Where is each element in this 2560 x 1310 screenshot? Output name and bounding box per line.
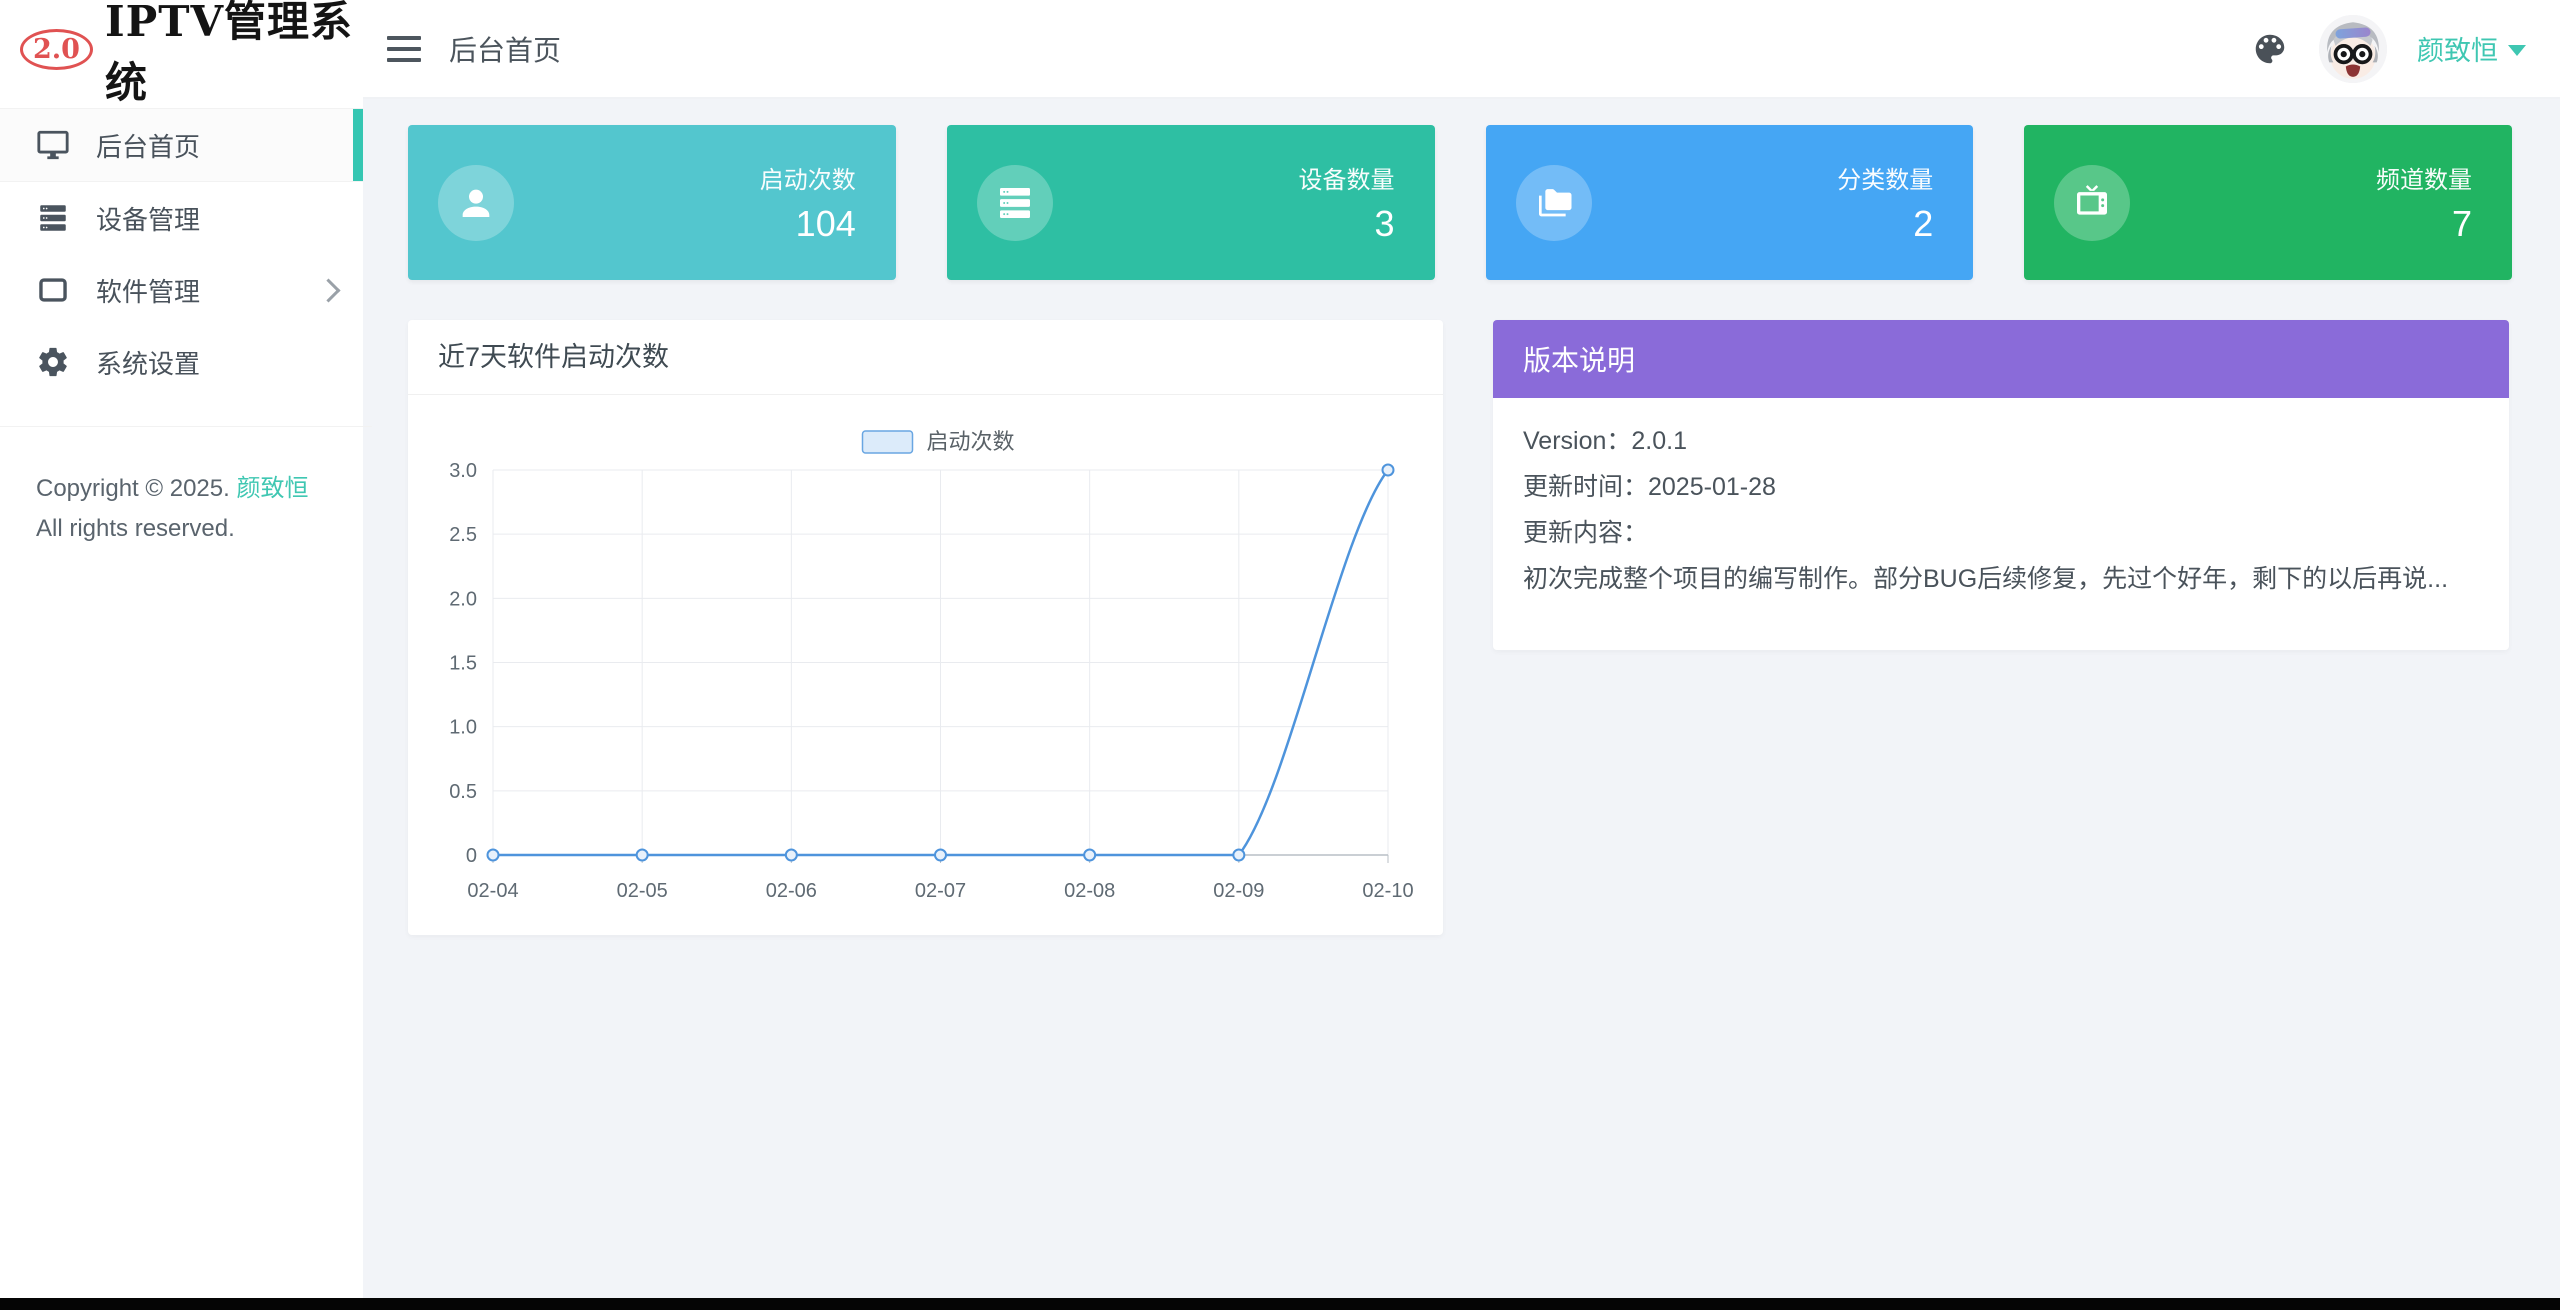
x-axis-label: 02-06 — [766, 880, 817, 902]
sidebar-item-label: 系统设置 — [96, 348, 201, 379]
version-badge: 2.0 — [20, 28, 93, 70]
version-line: Version：2.0.1 — [1523, 427, 1687, 455]
topbar: 后台首页 — [363, 0, 2560, 99]
app-logo: 2.0 IPTV管理系统 — [0, 0, 363, 107]
y-axis-label: 1.0 — [449, 717, 477, 739]
stat-card-devices: 设备数量 3 — [946, 125, 1435, 280]
window-icon — [36, 273, 70, 307]
chevron-down-icon — [2508, 45, 2526, 56]
version-line: 更新内容： — [1523, 519, 1649, 547]
stat-label: 启动次数 — [759, 167, 856, 194]
sidebar-item-software[interactable]: 软件管理 — [0, 254, 363, 326]
app-title: IPTV管理系统 — [104, 0, 354, 107]
stat-value: 3 — [1374, 203, 1395, 244]
stat-label: 频道数量 — [2376, 167, 2472, 194]
chart-point[interactable] — [784, 848, 798, 862]
sidebar-item-label: 设备管理 — [96, 204, 201, 235]
avatar[interactable] — [2319, 14, 2387, 83]
stat-card-row: 启动次数 104 设备数量 3 分类数量 2 频道数量 7 — [408, 125, 2512, 280]
chart-point[interactable] — [1232, 848, 1246, 862]
breadcrumb: 后台首页 — [449, 34, 562, 66]
legend-swatch[interactable] — [861, 430, 914, 454]
chart-point[interactable] — [934, 848, 947, 862]
active-indicator — [353, 109, 363, 181]
stat-label: 分类数量 — [1837, 167, 1934, 194]
sidebar-item-devices[interactable]: 设备管理 — [0, 182, 363, 254]
y-axis-label: 0 — [466, 845, 477, 867]
version-card-body: Version：2.0.1 更新时间：2025-01-28 更新内容： 初次完成… — [1493, 398, 2509, 595]
stat-card-categories: 分类数量 2 — [1485, 125, 1974, 280]
version-card-header: 版本说明 — [1493, 320, 2509, 398]
legend-label[interactable]: 启动次数 — [927, 429, 1015, 454]
x-axis-label: 02-07 — [915, 880, 966, 902]
y-axis-label: 0.5 — [449, 781, 477, 803]
x-axis-label: 02-10 — [1362, 880, 1413, 902]
launch-chart-card: 近7天软件启动次数 0 0.5 1.0 1.5 2.0 2.5 3.0 02-04 02-05 0… — [408, 320, 1443, 935]
sidebar-item-label: 后台首页 — [96, 131, 201, 162]
gear-icon — [36, 345, 70, 379]
copyright: Copyright © 2025. 颜致恒 All rights reserve… — [0, 426, 372, 549]
version-line: 初次完成整个项目的编写制作。部分BUG后续修复，先过个好年，剩下的以后再说... — [1523, 565, 2449, 593]
bottom-bar — [0, 1298, 2560, 1310]
sidebar-menu: 后台首页 设备管理 软件管理 系统设置 — [0, 98, 363, 398]
copyright-prefix: Copyright © 2025. — [36, 475, 237, 502]
theme-palette-icon[interactable] — [2251, 30, 2289, 68]
sidebar: 2.0 IPTV管理系统 后台首页 设备管理 软件管理 — [0, 0, 372, 1298]
stat-value: 7 — [2451, 203, 2472, 244]
y-axis-label: 2.5 — [449, 524, 477, 546]
launch-line-chart[interactable]: 0 0.5 1.0 1.5 2.0 2.5 3.0 02-04 02-05 02-06 02-07 0… — [408, 395, 1443, 935]
x-axis-label: 02-05 — [617, 880, 668, 902]
topbar-right: 颜致恒 — [2251, 14, 2560, 83]
x-axis-label: 02-04 — [467, 880, 518, 902]
sidebar-item-label: 软件管理 — [96, 276, 201, 307]
tv-icon — [2054, 164, 2131, 241]
y-axis-label: 3.0 — [449, 460, 477, 482]
chart-point[interactable] — [635, 848, 649, 862]
version-card: 版本说明 Version：2.0.1 更新时间：2025-01-28 更新内容：… — [1493, 320, 2509, 650]
x-axis-label: 02-09 — [1213, 880, 1264, 902]
y-axis-label: 2.0 — [449, 588, 477, 610]
username[interactable]: 颜致恒 — [2417, 36, 2498, 66]
x-axis-label: 02-08 — [1064, 880, 1115, 902]
chart-point[interactable] — [486, 848, 500, 862]
hamburger-menu-icon[interactable] — [387, 35, 421, 62]
monitor-icon — [36, 128, 70, 162]
y-axis-label: 1.5 — [449, 653, 477, 675]
server-icon — [976, 164, 1053, 241]
chevron-right-icon — [316, 277, 341, 303]
stat-card-channels: 频道数量 7 — [2024, 125, 2512, 280]
chart-point[interactable] — [1083, 848, 1097, 862]
user-menu[interactable]: 颜致恒 — [2417, 29, 2526, 68]
user-icon — [438, 164, 514, 241]
folders-icon — [1515, 164, 1592, 241]
chart-point[interactable] — [1381, 463, 1395, 477]
version-line: 更新时间：2025-01-28 — [1523, 473, 1776, 501]
chart-title: 近7天软件启动次数 — [408, 320, 1443, 395]
sidebar-item-dashboard[interactable]: 后台首页 — [0, 108, 363, 182]
stat-label: 设备数量 — [1298, 167, 1395, 194]
copyright-suffix: All rights reserved. — [36, 515, 235, 542]
stat-card-launches: 启动次数 104 — [408, 125, 896, 280]
server-icon — [36, 201, 70, 235]
stat-value: 104 — [795, 203, 856, 244]
copyright-author-link[interactable]: 颜致恒 — [236, 475, 309, 502]
sidebar-item-settings[interactable]: 系统设置 — [0, 326, 363, 398]
stat-value: 2 — [1913, 203, 1934, 244]
